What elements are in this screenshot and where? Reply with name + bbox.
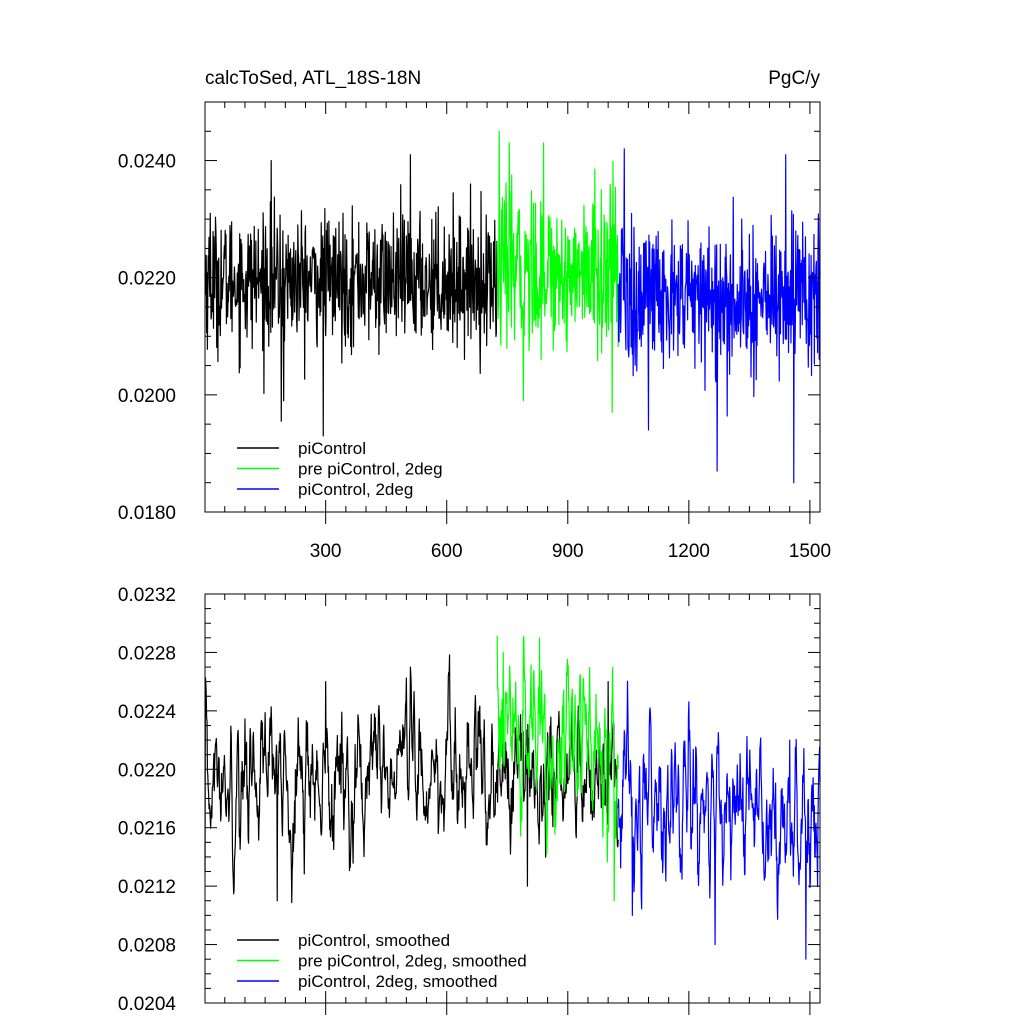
chart-panel-raw: calcToSed, ATL_18S-18N PgC/y 300 600 900 12… xyxy=(118,68,831,562)
series-line-pre-picontrol-2deg-smoothed xyxy=(496,635,619,902)
y-tick-label: 0.0228 xyxy=(118,643,176,664)
legend: piControl, smoothed pre piControl, 2deg, … xyxy=(237,931,527,991)
x-tick-label: 600 xyxy=(431,541,463,562)
y-tick-label: 0.0232 xyxy=(118,585,176,606)
x-tick-label: 1200 xyxy=(668,541,710,562)
y-tick-label: 0.0220 xyxy=(118,760,176,781)
chart-units: PgC/y xyxy=(768,68,820,89)
legend-label: piControl, smoothed xyxy=(298,931,450,950)
y-tick-label: 0.0216 xyxy=(118,819,176,840)
series-line-picontrol-2deg xyxy=(617,148,821,484)
y-tick-label: 0.0180 xyxy=(118,503,176,524)
legend-label: pre piControl, 2deg xyxy=(298,460,443,479)
chart-title: calcToSed, ATL_18S-18N xyxy=(205,68,421,89)
series-line-picontrol-2deg-smoothed xyxy=(617,680,821,960)
y-tick-label: 0.0220 xyxy=(118,269,176,290)
series-line-picontrol-smoothed xyxy=(204,654,619,904)
y-tick-label: 0.0200 xyxy=(118,386,176,407)
series-line-picontrol xyxy=(204,154,498,437)
x-tick-label: 900 xyxy=(552,541,584,562)
legend-label: pre piControl, 2deg, smoothed xyxy=(298,952,527,971)
series-line-pre-picontrol-2deg xyxy=(496,130,619,414)
legend-label: piControl, 2deg xyxy=(298,480,413,499)
legend-label: piControl, 2deg, smoothed xyxy=(298,972,497,991)
x-tick-label: 300 xyxy=(310,541,342,562)
legend-label: piControl xyxy=(298,439,366,458)
x-tick-label: 1500 xyxy=(789,541,831,562)
chart-panel-smoothed: 0.0204 0.0208 0.0212 0.0216 0.0220 0.0224 0.02… xyxy=(118,585,821,1015)
y-tick-label: 0.0212 xyxy=(118,877,176,898)
y-tick-label: 0.0204 xyxy=(118,994,177,1015)
y-tick-label: 0.0224 xyxy=(118,702,177,723)
y-tick-label: 0.0208 xyxy=(118,936,176,957)
y-tick-label: 0.0240 xyxy=(118,152,176,173)
